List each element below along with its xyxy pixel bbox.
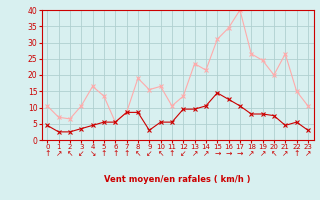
Text: ↗: ↗ — [282, 149, 288, 158]
Text: ↖: ↖ — [157, 149, 164, 158]
Text: ↗: ↗ — [55, 149, 62, 158]
Text: ↙: ↙ — [180, 149, 187, 158]
Text: ↑: ↑ — [293, 149, 300, 158]
Text: →: → — [237, 149, 243, 158]
Text: ↑: ↑ — [124, 149, 130, 158]
Text: ↙: ↙ — [146, 149, 152, 158]
Text: ↖: ↖ — [67, 149, 73, 158]
Text: ↘: ↘ — [89, 149, 96, 158]
Text: Vent moyen/en rafales ( km/h ): Vent moyen/en rafales ( km/h ) — [104, 176, 251, 184]
Text: →: → — [225, 149, 232, 158]
Text: ↙: ↙ — [78, 149, 84, 158]
Text: ↑: ↑ — [112, 149, 118, 158]
Text: ↖: ↖ — [271, 149, 277, 158]
Text: ↑: ↑ — [169, 149, 175, 158]
Text: ↑: ↑ — [101, 149, 107, 158]
Text: →: → — [214, 149, 220, 158]
Text: ↑: ↑ — [44, 149, 51, 158]
Text: ↗: ↗ — [305, 149, 311, 158]
Text: ↗: ↗ — [260, 149, 266, 158]
Text: ↖: ↖ — [135, 149, 141, 158]
Text: ↗: ↗ — [248, 149, 254, 158]
Text: ↗: ↗ — [203, 149, 209, 158]
Text: ↗: ↗ — [191, 149, 198, 158]
